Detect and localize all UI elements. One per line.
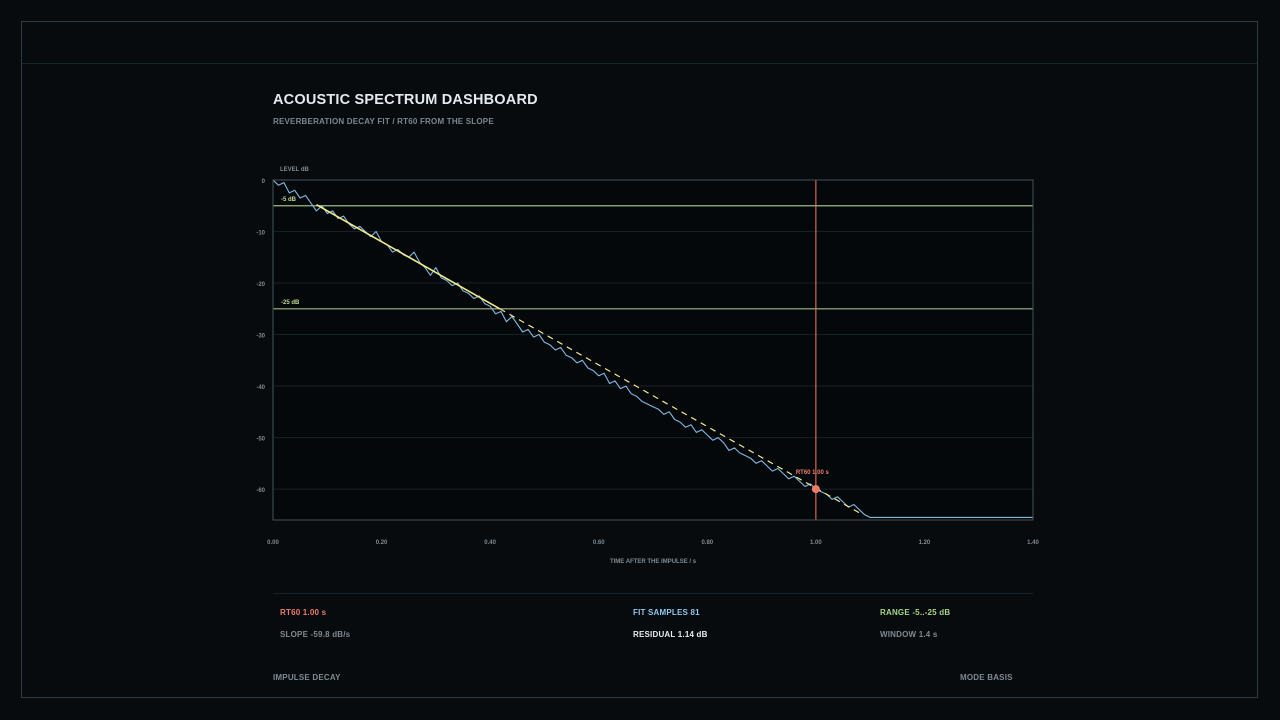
y-tick-label: 0 (262, 179, 266, 185)
footer-right-label: MODE BASIS (960, 673, 1013, 682)
x-tick-label: 1.00 (810, 540, 822, 546)
range-stat: RANGE -5..-25 dB (880, 608, 951, 617)
threshold-label: -5 dB (281, 197, 297, 203)
frame-header-rule (22, 63, 1257, 64)
y-tick-label: -50 (256, 437, 265, 443)
y-tick-label: -40 (256, 385, 265, 391)
rt60-marker-label: RT60 1.00 s (796, 470, 830, 476)
footer-left-label: IMPULSE DECAY (273, 673, 341, 682)
x-tick-label: 0.20 (376, 540, 388, 546)
fit-line-extrapolation (499, 308, 860, 514)
y-tick-label: -30 (256, 334, 265, 340)
decay-curve (272, 179, 1033, 518)
page-subtitle: REVERBERATION DECAY FIT / RT60 FROM THE … (273, 117, 494, 126)
y-tick-label: -60 (256, 488, 265, 494)
x-tick-label: 0.80 (701, 540, 713, 546)
rt60-stat: RT60 1.00 s (280, 608, 327, 617)
fit-line-solid (316, 204, 501, 310)
x-tick-label: 1.20 (919, 540, 931, 546)
stats-separator (273, 593, 1033, 594)
outer-frame (21, 21, 1258, 698)
slope-stat: SLOPE -59.8 dB/s (280, 630, 351, 639)
page-title: ACOUSTIC SPECTRUM DASHBOARD (273, 92, 538, 108)
window-stat: WINDOW 1.4 s (880, 630, 938, 639)
y-tick-label: -10 (256, 231, 265, 237)
residual-stat: RESIDUAL 1.14 dB (633, 630, 708, 639)
y-tick-label: -20 (256, 282, 265, 288)
x-tick-label: 0.40 (484, 540, 496, 546)
fit-samples-stat: FIT SAMPLES 81 (633, 608, 700, 617)
x-tick-label: 1.40 (1027, 540, 1039, 546)
x-tick-label: 0.00 (267, 540, 279, 546)
x-axis-label: TIME AFTER THE IMPULSE / s (610, 559, 697, 565)
plot-area (273, 180, 1033, 520)
rt60-marker-dot (811, 485, 820, 494)
x-tick-label: 0.60 (593, 540, 605, 546)
plot-frame (272, 179, 1034, 521)
y-axis-label: LEVEL dB (280, 167, 310, 173)
threshold-label: -25 dB (281, 300, 300, 306)
